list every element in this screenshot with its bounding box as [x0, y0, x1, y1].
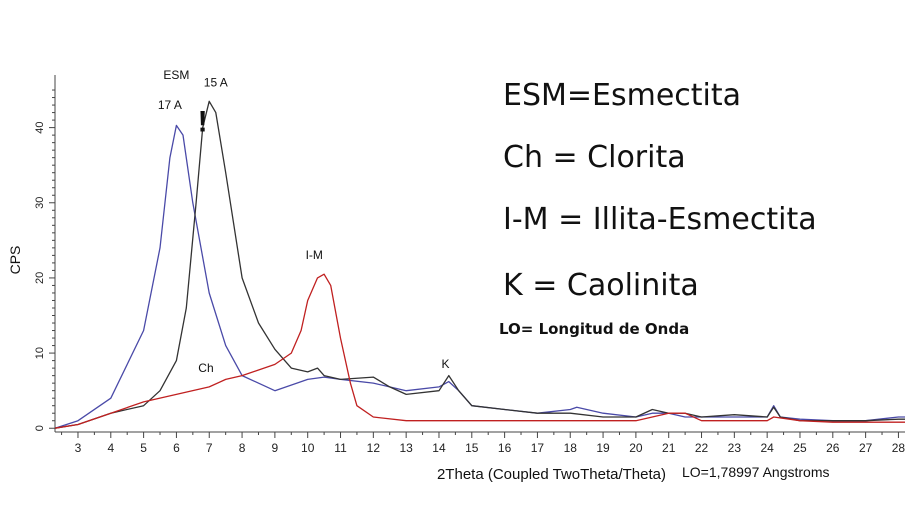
x-tick-label: 20: [629, 441, 643, 455]
x-tick-label: 26: [826, 441, 840, 455]
legend-esm: ESM=Esmectita: [503, 78, 742, 113]
x-tick-label: 24: [760, 441, 774, 455]
x-tick-label: 3: [75, 441, 82, 455]
x-tick-label: 13: [399, 441, 413, 455]
annotation-label: 17 A: [158, 98, 182, 112]
y-axis-label: CPS: [7, 246, 23, 275]
y-tick-label: 20: [34, 272, 46, 284]
x-tick-label: 12: [367, 441, 381, 455]
legend-lo: LO= Longitud de Onda: [499, 320, 690, 338]
x-tick-label: 14: [432, 441, 446, 455]
x-tick-label: 17: [531, 441, 545, 455]
x-tick-label: 10: [301, 441, 315, 455]
x-tick-label: 7: [206, 441, 213, 455]
x-axis-label: 2Theta (Coupled TwoTheta/Theta): [437, 466, 666, 483]
x-tick-label: 11: [334, 441, 347, 455]
x-tick-label: 9: [272, 441, 279, 455]
wavelength-note: LO=1,78997 Angstroms: [682, 464, 830, 480]
series-line-1: [54, 124, 905, 429]
legend-ch: Ch = Clorita: [503, 140, 686, 175]
x-tick-label: 4: [107, 441, 114, 455]
x-tick-label: 6: [173, 441, 180, 455]
x-tick-label: 22: [695, 441, 709, 455]
annotation-label: K: [442, 357, 450, 371]
x-tick-label: 25: [793, 441, 807, 455]
x-tick-label: 8: [239, 441, 246, 455]
y-tick-label: 40: [34, 121, 46, 133]
x-tick-label: 18: [564, 441, 578, 455]
series-line-2: [54, 100, 905, 429]
x-tick-label: 15: [465, 441, 479, 455]
y-tick-label: 30: [34, 197, 46, 209]
x-tick-label: 27: [859, 441, 873, 455]
chart-annotations: ESM 17 A 15 A! I-M Ch K: [158, 68, 450, 375]
y-tick-label: 10: [34, 347, 46, 359]
annotation-label: !: [198, 105, 208, 138]
annotation-label: 15 A: [204, 75, 228, 89]
legend-k: K = Caolinita: [503, 268, 699, 303]
x-tick-label: 21: [662, 441, 676, 455]
annotation-label: Ch: [198, 361, 213, 375]
chart-axes: 0 10 20 30 40 3 4 5 6 7 8 9 10 11 12 13 14 15 16 17 18 19 20 21…: [34, 75, 905, 455]
series-line-3: [54, 273, 905, 429]
x-tick-label: 28: [892, 441, 906, 455]
annotation-label: I-M: [306, 248, 323, 262]
annotation-label: ESM: [163, 68, 189, 82]
chart-series: [54, 100, 905, 429]
y-tick-label: 0: [34, 425, 46, 431]
x-tick-label: 23: [728, 441, 742, 455]
x-tick-label: 19: [596, 441, 610, 455]
x-tick-label: 5: [140, 441, 147, 455]
x-tick-label: 16: [498, 441, 512, 455]
legend-im: I-M = Illita-Esmectita: [503, 202, 817, 237]
